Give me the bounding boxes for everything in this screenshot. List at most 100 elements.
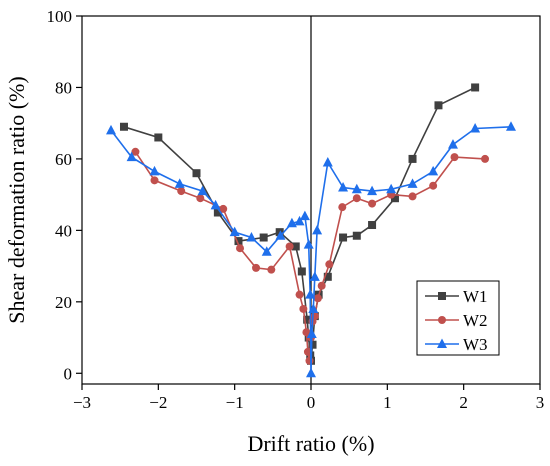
data-point: [294, 215, 305, 226]
data-point: [351, 183, 362, 194]
data-point: [352, 194, 361, 203]
y-axis-ticks: 0 20 40 60 80 100: [47, 7, 82, 383]
data-point: [305, 289, 316, 299]
data-point: [196, 194, 205, 203]
data-point: [325, 260, 334, 269]
data-point: [150, 176, 159, 185]
y-tick-label: 80: [55, 78, 72, 97]
data-point: [367, 185, 378, 196]
data-point: [252, 263, 261, 272]
x-tick-label: 0: [307, 393, 316, 412]
data-point: [505, 121, 516, 131]
data-point: [407, 178, 418, 188]
data-point: [323, 272, 332, 281]
series-layer: [106, 83, 516, 378]
data-point: [322, 156, 333, 167]
data-point: [299, 210, 310, 221]
data-point: [197, 185, 208, 196]
data-point: [312, 224, 323, 235]
data-point: [368, 221, 377, 230]
data-point: [210, 199, 221, 210]
data-point: [267, 265, 276, 274]
data-point: [303, 239, 314, 249]
x-tick-label: −1: [226, 393, 244, 412]
legend-label: W1: [463, 287, 488, 306]
data-point: [286, 217, 297, 228]
data-point: [308, 340, 317, 349]
data-point: [303, 347, 312, 356]
data-point: [429, 181, 438, 190]
y-axis-title: Shear deformation ratio (%): [4, 76, 29, 323]
x-tick-label: 2: [459, 393, 468, 412]
data-point: [285, 242, 294, 251]
x-tick-label: 1: [383, 393, 392, 412]
y-tick-label: 20: [55, 293, 72, 312]
data-point: [390, 194, 399, 203]
data-point: [309, 271, 320, 281]
data-point: [234, 237, 243, 246]
y-tick-label: 100: [47, 7, 73, 26]
legend-box: [416, 280, 500, 356]
data-point: [275, 230, 286, 240]
data-point: [408, 154, 417, 163]
data-point: [297, 267, 306, 276]
data-point: [299, 304, 308, 313]
data-point: [317, 281, 326, 290]
data-point: [192, 169, 201, 178]
data-point: [386, 183, 397, 194]
data-point: [213, 208, 222, 217]
legend-marker: [438, 316, 446, 324]
data-point: [119, 122, 128, 131]
data-point: [447, 139, 458, 149]
data-point: [236, 244, 245, 253]
data-point: [471, 83, 480, 92]
data-point: [408, 192, 417, 201]
x-axis-ticks: −3 −2 −1 0 1 2 3: [73, 384, 544, 412]
data-point: [368, 199, 377, 208]
y-tick-label: 40: [55, 221, 72, 240]
x-tick-label: −2: [149, 393, 167, 412]
data-point: [131, 147, 140, 156]
y-tick-label: 0: [64, 364, 73, 383]
data-point: [339, 233, 348, 242]
data-point: [338, 203, 347, 212]
data-point: [306, 328, 317, 338]
data-point: [149, 165, 160, 176]
data-point: [261, 246, 272, 256]
y-tick-label: 60: [55, 150, 72, 169]
data-point: [154, 133, 163, 142]
series-w3: [106, 121, 516, 378]
data-point: [302, 328, 311, 337]
data-point: [219, 204, 228, 213]
legend: W1 W2 W3: [416, 280, 500, 356]
x-tick-label: −3: [73, 393, 91, 412]
plot-area: −3 −2 −1 0 1 2 3 0 20 40 60 80 100: [47, 7, 545, 412]
data-point: [295, 290, 304, 299]
data-point: [450, 153, 459, 162]
legend-label: W3: [463, 335, 488, 354]
legend-marker: [437, 338, 447, 348]
data-point: [259, 233, 268, 242]
legend-marker: [438, 292, 446, 300]
data-point: [338, 181, 349, 192]
data-point: [352, 231, 361, 240]
x-tick-label: 3: [536, 393, 545, 412]
x-axis-title: Drift ratio (%): [247, 431, 374, 456]
data-point: [428, 165, 439, 176]
data-point: [291, 242, 300, 251]
data-point: [306, 367, 316, 378]
data-point: [177, 187, 186, 196]
data-point: [246, 232, 257, 242]
data-point: [434, 101, 443, 110]
data-point: [303, 315, 312, 324]
data-point: [305, 356, 314, 365]
data-point: [106, 124, 117, 135]
legend-label: W2: [463, 311, 488, 330]
data-point: [126, 151, 137, 162]
data-point: [481, 154, 490, 163]
data-point: [308, 303, 319, 313]
data-point: [313, 294, 322, 303]
data-point: [470, 123, 481, 133]
data-point: [229, 226, 240, 237]
